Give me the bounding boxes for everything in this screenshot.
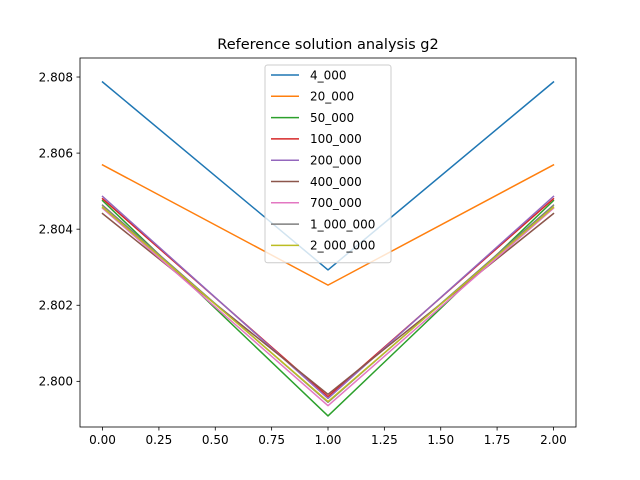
x-tick-label: 1.50 <box>427 433 454 447</box>
x-tick-label: 1.00 <box>315 433 342 447</box>
x-tick-label: 1.25 <box>371 433 398 447</box>
y-tick-label: 2.806 <box>39 146 73 160</box>
plot-area <box>101 80 555 417</box>
x-tick-label: 2.00 <box>540 433 567 447</box>
legend-box <box>264 64 392 264</box>
legend-label-7: 1_000_000 <box>310 217 375 231</box>
x-tick-label: 1.75 <box>484 433 511 447</box>
legend-label-5: 400_000 <box>310 175 362 189</box>
legend-label-4: 200_000 <box>310 154 362 168</box>
legend: 4_000 20_000 50_000 100_000 200_000 400_000 70… <box>264 64 392 264</box>
x-tick-label: 0.25 <box>146 433 173 447</box>
y-tick-label: 2.800 <box>39 375 73 389</box>
legend-label-3: 100_000 <box>310 132 362 146</box>
legend-label-1: 20_000 <box>310 90 354 104</box>
series-line-4 <box>101 195 555 400</box>
series-line-6 <box>101 207 555 407</box>
y-tick-label: 2.802 <box>39 299 73 313</box>
y-tick-label: 2.804 <box>39 222 73 236</box>
x-tick-label: 0.50 <box>202 433 229 447</box>
series-line-8 <box>101 206 555 403</box>
series-line-0 <box>101 80 555 271</box>
legend-label-2: 50_000 <box>310 111 354 125</box>
legend-label-8: 2_000_000 <box>310 239 375 253</box>
series-line-1 <box>101 163 555 286</box>
x-tick-label: 0.00 <box>89 433 116 447</box>
chart-title: Reference solution analysis g2 <box>217 37 438 53</box>
x-tick-label: 0.75 <box>258 433 285 447</box>
legend-label-6: 700_000 <box>310 196 362 210</box>
y-tick-label: 2.808 <box>39 70 73 84</box>
axes: 0.00 0.25 0.50 0.75 1.00 1.25 1.50 1.75 2.00 2.80… <box>39 57 577 447</box>
legend-label-0: 4_000 <box>310 68 347 82</box>
series-line-7 <box>101 204 555 404</box>
